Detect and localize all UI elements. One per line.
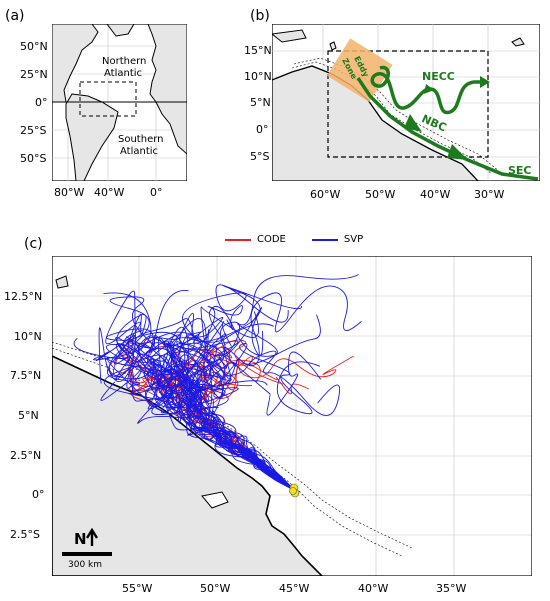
region-label-south-1: Southern: [118, 134, 164, 145]
panel-a-lon-tick: 40°W: [94, 186, 125, 199]
coast-island: [55, 275, 69, 289]
panel-b-lat-tick: 10°N: [244, 70, 272, 83]
panel-a-label: (a): [5, 8, 25, 24]
sec-label: SEC: [508, 164, 532, 177]
panel-c-map: N 300 km: [52, 256, 532, 576]
panel-a-lat-tick: 25°S: [20, 124, 47, 137]
north-arrow-icon: [85, 527, 99, 546]
europe-africa-land: [147, 24, 187, 155]
island-land: [511, 37, 525, 47]
legend-code-label: CODE: [257, 234, 286, 245]
drifter-track: [144, 376, 295, 491]
necc-label: NECC: [422, 70, 455, 83]
legend-code-swatch: [225, 238, 251, 241]
drifter-track: [137, 331, 295, 491]
region-label-south-2: Atlantic: [120, 146, 158, 157]
panel-b-lat-tick: 15°N: [244, 44, 272, 57]
panel-c-label: (c): [24, 236, 43, 252]
necc-arrow-mid: [424, 84, 434, 94]
panel-b-lat-tick: 5°S: [250, 150, 270, 163]
panel-a-lat-tick: 50°S: [20, 152, 47, 165]
drifter-track: [189, 343, 321, 491]
shelf-contour: [293, 57, 501, 173]
region-label-north-1: Northern: [102, 56, 146, 67]
panel-a-lon-tick: 80°W: [54, 186, 85, 199]
panel-b-label: (b): [250, 8, 270, 24]
south-america-land: [272, 65, 479, 181]
greenland-land: [106, 24, 135, 37]
drifter-track: [160, 362, 295, 491]
drifter-track: [173, 285, 302, 491]
island-land: [329, 41, 337, 51]
drifter-trajectories: [73, 274, 362, 491]
deployment-marker: [289, 487, 297, 495]
panel-a-map: Northern Atlantic Southern Atlantic: [52, 24, 187, 181]
panel-c-lon-tick: 45°W: [279, 582, 310, 595]
panel-c-lat-tick: 10°N: [14, 330, 42, 343]
nbc-current: [356, 77, 539, 181]
panel-c-lon-tick: 35°W: [436, 582, 467, 595]
study-area-box: [327, 50, 489, 158]
panel-c-lat-tick: 7.5°N: [10, 369, 42, 382]
bathymetry-contour: [52, 347, 403, 557]
region-label-north-2: Atlantic: [104, 68, 142, 79]
drifter-track: [98, 327, 295, 491]
panel-a-lat-tick: 25°N: [20, 68, 48, 81]
panel-c-lat-tick: 2.5°S: [10, 528, 40, 541]
drifter-track: [105, 290, 295, 491]
panel-a-lat-tick: 50°N: [20, 40, 48, 53]
panel-b-lon-tick: 30°W: [474, 188, 505, 201]
sec-current-arrow: [447, 144, 468, 160]
estuary-land: [201, 491, 229, 509]
legend: CODE SVP: [225, 234, 363, 245]
caribbean-land: [272, 29, 307, 43]
nbc-arrow: [404, 114, 422, 132]
south-america-land: [52, 355, 324, 576]
panel-a-lat-tick: 0°: [35, 96, 48, 109]
panel-c-lat-tick: 0°: [32, 488, 45, 501]
drifter-track: [156, 318, 295, 491]
panel-b-lon-tick: 50°W: [365, 188, 396, 201]
drifter-track: [189, 285, 362, 491]
legend-svp-swatch: [311, 238, 338, 241]
panel-c-lon-tick: 55°W: [122, 582, 153, 595]
scale-bar-label: 300 km: [68, 560, 102, 570]
panel-b-lat-tick: 5°N: [250, 96, 271, 109]
necc-current: [370, 65, 484, 115]
drifter-track: [153, 323, 295, 491]
panel-c-lat-tick: 12.5°N: [4, 290, 43, 303]
drifter-track: [137, 368, 295, 491]
panel-b-lon-tick: 40°W: [420, 188, 451, 201]
study-area-box: [79, 81, 137, 117]
north-arrow-label: N: [74, 530, 87, 548]
panel-b-lon-tick: 60°W: [310, 188, 341, 201]
panel-a-lon-tick: 0°: [150, 186, 163, 199]
panel-c-lat-tick: 5°N: [18, 409, 39, 422]
panel-c-lon-tick: 40°W: [358, 582, 389, 595]
necc-arrow: [480, 76, 490, 88]
panel-c-lat-tick: 2.5°N: [10, 449, 42, 462]
scale-bar: [62, 552, 112, 556]
panel-b-lat-tick: 0°: [256, 123, 269, 136]
panel-c-lon-tick: 50°W: [200, 582, 231, 595]
panel-b-map: Eddy Zone NECC NBC SEC: [272, 24, 540, 181]
legend-svp-label: SVP: [343, 234, 364, 245]
